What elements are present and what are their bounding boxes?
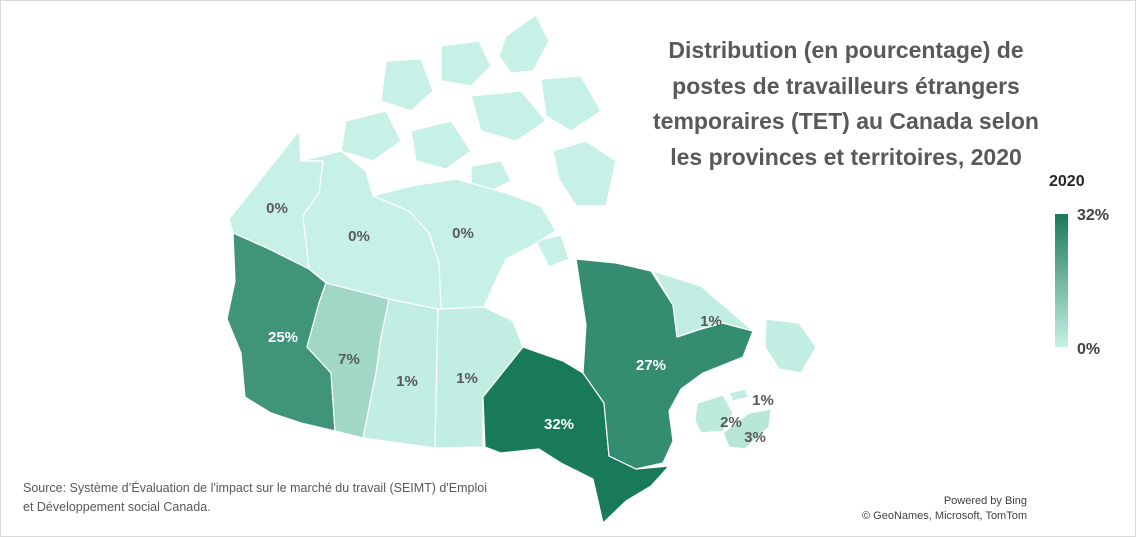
chart-title: Distribution (en pourcentage) de postes … [653,37,1039,170]
region-newfoundland-labrador [652,270,817,374]
region-label: 1% [700,313,722,330]
region-label: 1% [396,373,418,390]
region-label: 27% [636,357,666,374]
source-note: Source: Système d’Évaluation de l'impact… [23,481,487,514]
arctic-islands [340,14,617,268]
region-labels: 0% 0% 0% 25% 7% 1% 1% 32% 27% 1% 1% 2%3% [266,200,774,446]
copyright-label: © GeoNames, Microsoft, TomTom [862,510,1027,522]
powered-by-label: Powered by Bing [943,495,1027,507]
region-prince-edward-island [728,388,750,402]
region-label: 7% [338,351,360,368]
region-label: 1% [456,370,478,387]
region-label: 0% [348,228,370,245]
legend-min-label: 0% [1077,341,1101,358]
legend-title: 2020 [1049,173,1085,190]
region-label: 2% [720,414,742,431]
region-nova-scotia [722,408,772,450]
legend-color-scale [1055,214,1068,347]
region-label: 0% [452,225,474,242]
region-new-brunswick [694,394,734,434]
legend-max-label: 32% [1077,207,1110,224]
region-nunavut [372,178,557,310]
map-credits: Powered by Bing © GeoNames, Microsoft, T… [841,494,1027,524]
region-label: 32% [544,416,574,433]
region-label: 1% [752,392,774,409]
region-label: 0% [266,200,288,217]
region-label: 3% [744,429,766,446]
region-label: 25% [268,329,298,346]
